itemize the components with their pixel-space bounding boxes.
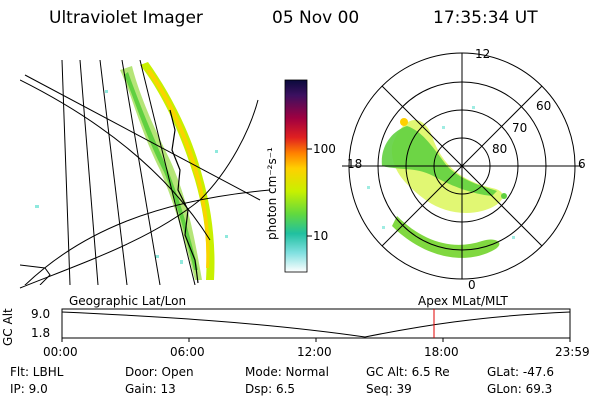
oval-midnight [392,216,500,258]
coastline [169,109,199,284]
earth-limb [19,99,259,289]
polar-speckles [367,106,515,239]
time-label: 17:35:34 UT [433,8,538,28]
filter-info: Flt: LBHL [10,365,64,379]
lat-label-80: 80 [492,142,508,156]
ip-info: IP: 9.0 [10,382,48,396]
door-info: Door: Open [125,365,194,379]
colorbar-tick-10: 10 [313,229,329,243]
coastline-2 [20,264,51,285]
longitude-grid [20,60,270,285]
noise-speckles [35,90,228,264]
altitude-ytick-9: 9.0 [31,307,51,321]
mlt-label-18: 18 [347,157,363,171]
gc-alt-info: GC Alt: 6.5 Re [366,365,450,379]
colorbar-gradient [284,79,308,273]
altitude-frame [61,308,571,339]
seq-info: Seq: 39 [366,382,412,396]
aurora-band-bright [146,70,210,268]
time-tick-0000: 00:00 [43,345,78,359]
altitude-ylabel: GC Alt [1,308,15,346]
altitude-curve [61,311,571,338]
time-tick-2359: 23:59 [555,345,590,359]
date-label: 05 Nov 00 [272,8,360,28]
time-tick-1800: 18:00 [424,345,459,359]
mlt-label-6: 6 [578,157,586,171]
time-tick-0600: 06:00 [170,345,205,359]
mode-info: Mode: Normal [245,365,329,379]
mlt-label-0: 0 [468,278,476,292]
time-tick-1200: 12:00 [297,345,332,359]
aurora-band-core [124,72,198,270]
glat-info: GLat: -47.6 [487,365,554,379]
apex-caption: Apex MLat/MLT [418,294,508,308]
bright-spot [400,118,408,126]
gain-info: Gain: 13 [125,382,176,396]
altitude-ytick-1-8: 1.8 [31,326,51,340]
aurora-band-outer [120,66,202,280]
instrument-title: Ultraviolet Imager [49,8,203,28]
geo-caption: Geographic Lat/Lon [69,294,187,308]
colorbar-tick-100: 100 [313,142,336,156]
mlt-label-12: 12 [475,47,491,61]
dsp-info: Dsp: 6.5 [245,382,296,396]
lat-label-70: 70 [512,121,528,135]
glon-info: GLon: 69.3 [487,382,553,396]
lat-label-60: 60 [536,99,552,113]
